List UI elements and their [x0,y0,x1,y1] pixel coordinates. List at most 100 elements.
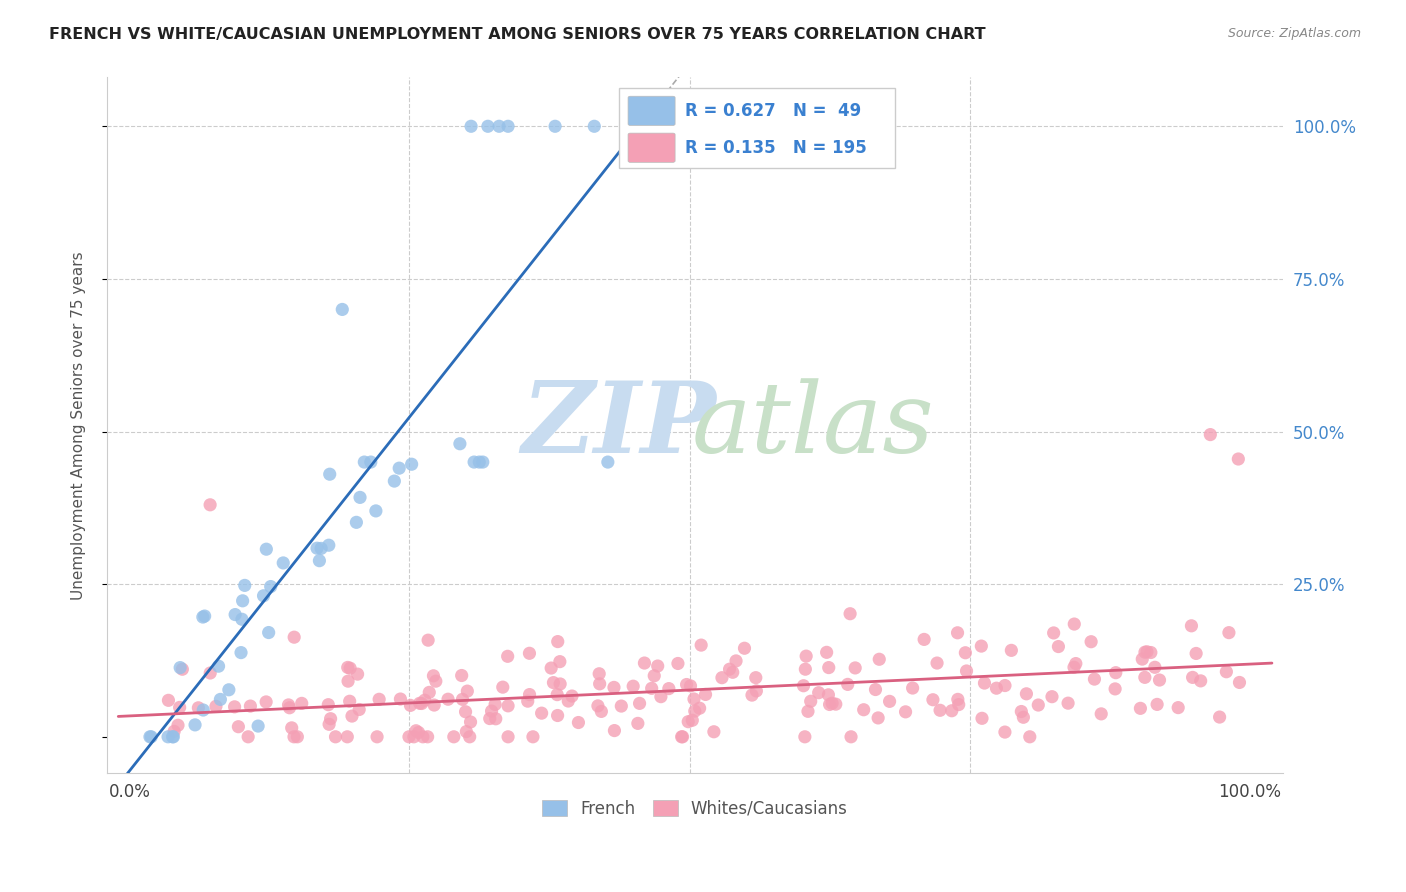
Text: ZIP: ZIP [522,377,716,474]
Point [224,699,246,714]
Point [308,554,330,568]
Point [184,718,207,732]
Point [955,646,977,660]
Point [1149,673,1171,687]
Point [1136,645,1159,659]
Point [922,692,945,706]
Point [603,723,626,738]
Point [543,675,565,690]
Point [793,730,815,744]
Point [1199,427,1222,442]
Point [970,639,993,653]
Point [325,730,347,744]
Point [360,455,382,469]
Point [561,689,583,703]
Point [690,638,713,652]
Point [901,681,924,695]
Point [1105,665,1128,680]
Point [437,692,460,706]
Point [530,706,553,721]
Point [481,704,503,718]
Point [157,693,180,707]
Point [496,698,519,713]
Point [157,730,180,744]
Point [797,704,820,718]
Point [141,730,163,744]
Point [894,705,917,719]
Point [252,589,274,603]
Point [1227,452,1250,467]
Point [948,698,970,712]
Point [260,580,283,594]
Point [458,730,481,744]
Point [496,730,519,744]
Point [879,694,901,708]
Point [291,697,314,711]
Point [283,630,305,644]
Point [821,696,844,710]
Point [837,677,859,691]
Point [443,730,465,744]
Point [368,692,391,706]
Point [647,659,669,673]
Point [460,120,482,134]
Point [1143,660,1166,674]
Point [496,649,519,664]
Point [163,724,186,739]
Point [557,694,579,708]
Point [454,705,477,719]
Point [228,720,250,734]
Point [198,498,221,512]
Point [912,632,935,647]
Point [336,660,359,674]
Point [666,657,689,671]
Point [456,724,478,739]
FancyBboxPatch shape [628,133,675,162]
Point [1130,652,1153,666]
Point [477,120,499,134]
Point [588,677,610,691]
Point [232,594,254,608]
Point [167,718,190,732]
Point [546,688,568,702]
Point [986,681,1008,696]
Point [586,698,609,713]
Point [1063,617,1085,632]
Point [817,660,839,674]
Point [1133,670,1156,684]
Point [224,607,246,622]
Point [734,641,756,656]
Point [955,664,977,678]
Point [583,120,606,134]
Point [413,693,436,707]
Point [169,660,191,674]
Point [1218,625,1240,640]
FancyBboxPatch shape [628,96,675,126]
Point [492,680,515,694]
Point [925,656,948,670]
Point [231,612,253,626]
Point [247,719,270,733]
Point [460,714,482,729]
Point [547,634,569,648]
Point [839,607,862,621]
Point [1015,687,1038,701]
Point [496,120,519,134]
Point [800,694,823,708]
Point [643,669,665,683]
Point [929,703,952,717]
Point [1146,698,1168,712]
Point [416,730,439,744]
Point [1090,706,1112,721]
Point [162,730,184,744]
Point [485,712,508,726]
Point [285,730,308,744]
Point [1104,681,1126,696]
Point [405,723,427,738]
Point [337,674,360,689]
Point [994,725,1017,739]
Point [671,730,693,744]
Point [1083,672,1105,686]
Point [257,625,280,640]
Point [865,682,887,697]
